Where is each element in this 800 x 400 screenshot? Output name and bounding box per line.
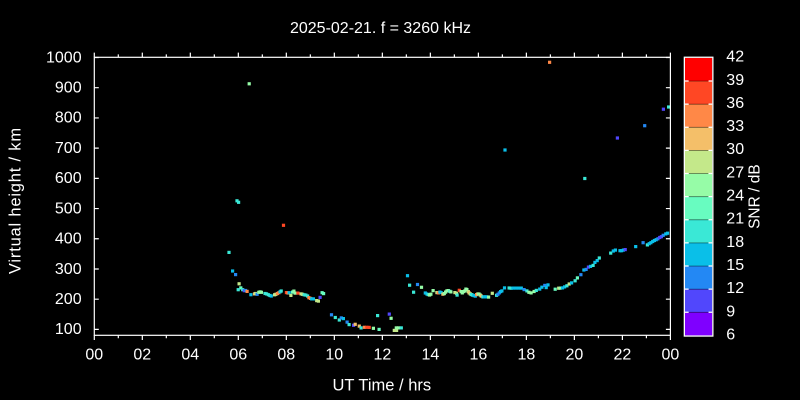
svg-text:04: 04 xyxy=(181,347,199,364)
svg-text:SNR / dB: SNR / dB xyxy=(747,164,764,229)
svg-text:500: 500 xyxy=(55,200,82,217)
svg-text:9: 9 xyxy=(726,303,735,320)
svg-text:10: 10 xyxy=(325,347,343,364)
svg-text:400: 400 xyxy=(55,231,82,248)
svg-text:12: 12 xyxy=(726,280,744,297)
svg-text:900: 900 xyxy=(55,80,82,97)
svg-text:21: 21 xyxy=(726,211,744,228)
svg-text:300: 300 xyxy=(55,261,82,278)
svg-text:22: 22 xyxy=(614,347,632,364)
svg-text:6: 6 xyxy=(726,326,735,343)
svg-text:600: 600 xyxy=(55,170,82,187)
svg-text:12: 12 xyxy=(374,347,392,364)
svg-text:700: 700 xyxy=(55,140,82,157)
svg-text:18: 18 xyxy=(726,234,744,251)
svg-text:Virtual height / km: Virtual height / km xyxy=(6,127,24,274)
svg-text:06: 06 xyxy=(229,347,247,364)
svg-text:15: 15 xyxy=(726,257,744,274)
svg-text:36: 36 xyxy=(726,95,744,112)
svg-text:39: 39 xyxy=(726,72,744,89)
svg-text:08: 08 xyxy=(277,347,295,364)
svg-text:02: 02 xyxy=(133,347,151,364)
svg-text:00: 00 xyxy=(662,347,680,364)
svg-text:16: 16 xyxy=(470,347,488,364)
svg-text:14: 14 xyxy=(422,347,440,364)
svg-text:27: 27 xyxy=(726,164,744,181)
svg-text:33: 33 xyxy=(726,118,744,135)
svg-text:200: 200 xyxy=(55,291,82,308)
svg-text:800: 800 xyxy=(55,110,82,127)
svg-text:UT Time / hrs: UT Time / hrs xyxy=(332,376,431,394)
svg-text:42: 42 xyxy=(726,49,744,66)
svg-text:20: 20 xyxy=(566,347,584,364)
svg-text:30: 30 xyxy=(726,141,744,158)
svg-text:18: 18 xyxy=(518,347,536,364)
svg-text:00: 00 xyxy=(85,347,103,364)
svg-text:100: 100 xyxy=(55,321,82,338)
svg-text:2025-02-21. f = 3260 kHz: 2025-02-21. f = 3260 kHz xyxy=(290,20,471,37)
svg-text:24: 24 xyxy=(726,188,744,205)
svg-text:1000: 1000 xyxy=(46,49,82,66)
